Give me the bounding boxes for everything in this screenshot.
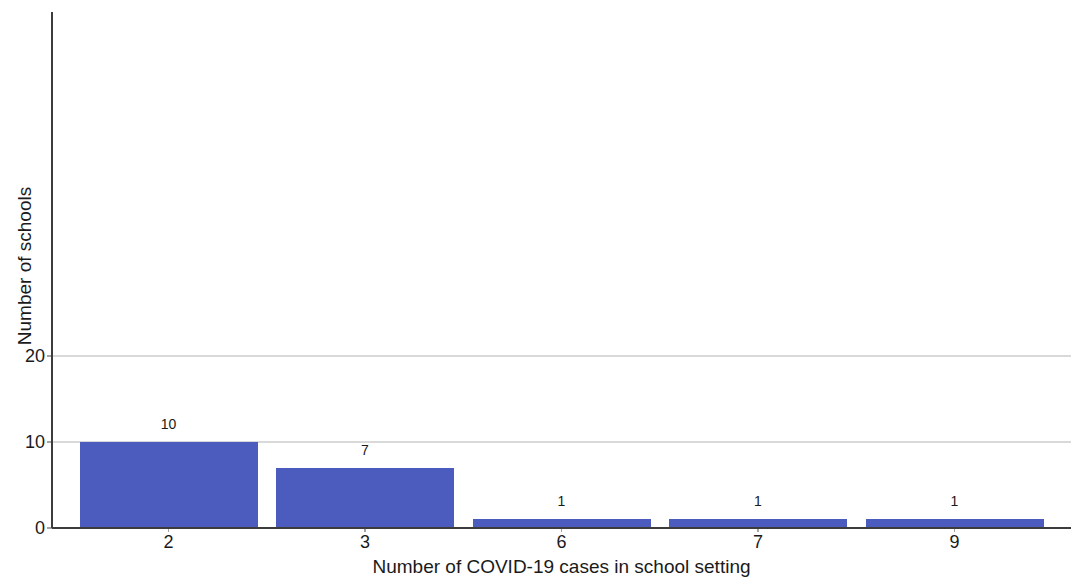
x-tick-label: 3 (325, 532, 405, 552)
x-axis-title: Number of COVID-19 cases in school setti… (52, 555, 1071, 578)
y-tick-label: 20 (0, 346, 45, 366)
bar-value-label: 1 (728, 493, 788, 509)
bar-value-label: 10 (139, 416, 199, 432)
bar (276, 468, 454, 528)
x-tick-label: 2 (129, 532, 209, 552)
x-tick-label: 9 (915, 532, 995, 552)
y-axis-line (51, 12, 53, 528)
bar-value-label: 7 (335, 442, 395, 458)
bar (80, 442, 258, 528)
bar-value-label: 1 (532, 493, 592, 509)
y-tick-label: 10 (0, 432, 45, 452)
gridline (52, 355, 1071, 357)
x-tick-label: 7 (718, 532, 798, 552)
bar-value-label: 1 (925, 493, 985, 509)
x-axis-line (52, 527, 1071, 529)
y-tick-label: 0 (0, 518, 45, 538)
y-axis-title: Number of schools (13, 187, 36, 345)
bar-chart: Number of schools Number of COVID-19 cas… (0, 0, 1074, 585)
x-tick-label: 6 (522, 532, 602, 552)
